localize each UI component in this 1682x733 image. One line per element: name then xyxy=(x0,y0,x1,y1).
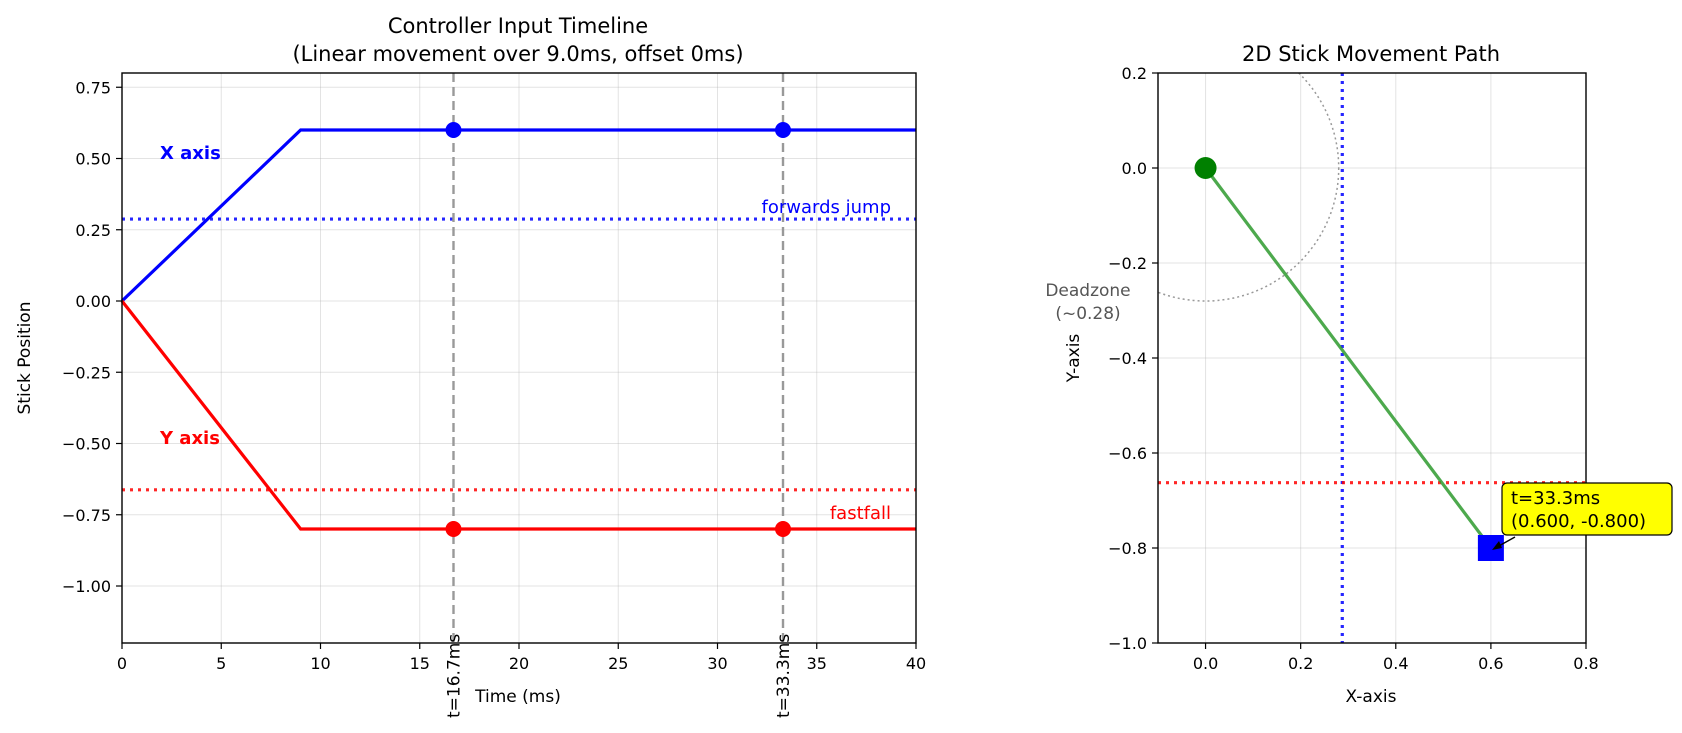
timeline-y-tick-label: 0.25 xyxy=(75,221,111,240)
stick-path-x-tick-label: 0.4 xyxy=(1383,654,1408,673)
timeline-labels: X axis Y axis forwards jump fastfall Tim… xyxy=(15,143,891,707)
series-line xyxy=(120,300,916,531)
deadzone-arc xyxy=(1158,73,1340,302)
series-label-x-axis: X axis xyxy=(160,143,221,164)
sample-marker xyxy=(445,521,462,537)
movement-path xyxy=(1204,167,1493,549)
timeline-y-tick-label: 0.00 xyxy=(75,292,111,311)
timeline-x-tick-label: 0 xyxy=(117,654,127,673)
stick-path-line xyxy=(1204,167,1493,549)
end-annotation: t=33.3ms (0.600, -0.800) xyxy=(1492,482,1673,550)
stick-path-labels: Deadzone (~0.28) X-axis Y-axis xyxy=(1045,281,1396,707)
stick-path-x-axis-label: X-axis xyxy=(1346,687,1397,707)
timeline-y-tick-label: −1.00 xyxy=(62,577,111,596)
timeline-vlines: t=16.7ms t=33.3ms xyxy=(444,73,794,718)
timeline-grid xyxy=(121,73,917,643)
stick-path-x-tick-label: 0.8 xyxy=(1573,654,1598,673)
series-label-y-axis: Y axis xyxy=(159,428,220,449)
stick-path-y-tick-label: −0.2 xyxy=(1108,254,1147,273)
sample-marker xyxy=(775,521,792,537)
sample-marker xyxy=(445,122,462,138)
annotation-coords: (0.600, -0.800) xyxy=(1511,511,1646,532)
timeline-x-axis-label: Time (ms) xyxy=(474,687,561,707)
timeline-y-tick-label: −0.50 xyxy=(62,435,111,454)
timeline-y-tick-label: 0.75 xyxy=(75,78,111,97)
timeline-chart-title: Controller Input Timeline xyxy=(388,14,648,38)
deadzone-label-line1: Deadzone xyxy=(1045,281,1130,301)
timeline-x-tick-label: 30 xyxy=(707,654,727,673)
stick-path-x-tick-label: 0.6 xyxy=(1478,654,1503,673)
timeline-x-tick-label: 15 xyxy=(410,654,430,673)
stick-path-x-tick-label: 0.0 xyxy=(1193,654,1218,673)
stick-path-y-axis-label: Y-axis xyxy=(1064,334,1084,384)
annotation-time: t=33.3ms xyxy=(1511,488,1600,509)
timeline-chart-subtitle: (Linear movement over 9.0ms, offset 0ms) xyxy=(292,42,743,66)
sample-marker xyxy=(775,122,792,138)
timeline-ticks: 0 5 10 15 20 25 30 35 40 0.75 0.50 0.25 0.00 −0.25 −0.… xyxy=(62,78,926,673)
threshold-label-forwards-jump: forwards jump xyxy=(762,197,891,218)
timeline-chart: Controller Input Timeline (Linear moveme… xyxy=(15,14,926,718)
timeline-x-tick-label: 10 xyxy=(310,654,330,673)
timeline-x-tick-label: 20 xyxy=(509,654,529,673)
threshold-label-fastfall: fastfall xyxy=(830,503,891,524)
timeline-series xyxy=(120,128,916,531)
timeline-y-tick-label: −0.25 xyxy=(62,363,111,382)
timeline-x-tick-label: 40 xyxy=(906,654,926,673)
timeline-y-tick-label: 0.50 xyxy=(75,150,111,169)
stick-path-thresholds xyxy=(1158,73,1586,643)
timeline-markers xyxy=(445,122,792,537)
deadzone-label-line2: (~0.28) xyxy=(1055,304,1120,324)
stick-path-x-tick-label: 0.2 xyxy=(1288,654,1313,673)
deadzone-circle xyxy=(1158,73,1340,302)
timeline-x-tick-label: 25 xyxy=(608,654,628,673)
series-line xyxy=(120,128,916,303)
stick-path-chart-title: 2D Stick Movement Path xyxy=(1242,42,1500,66)
start-point xyxy=(1194,157,1217,179)
annotation-arrowhead xyxy=(1492,541,1502,550)
stick-path-y-tick-label: 0.0 xyxy=(1122,159,1147,178)
time-marker-label: t=16.7ms xyxy=(444,634,464,718)
stick-path-y-tick-label: −0.4 xyxy=(1108,349,1147,368)
stick-path-y-tick-label: 0.2 xyxy=(1122,64,1147,83)
stick-path-y-tick-label: −0.6 xyxy=(1108,444,1147,463)
timeline-x-tick-label: 35 xyxy=(807,654,827,673)
annotation-box xyxy=(1501,482,1673,536)
stick-path-y-tick-label: −0.8 xyxy=(1108,539,1147,558)
stick-path-ticks: 0.0 0.2 0.4 0.6 0.8 0.2 0.0 −0.2 −0.4 −0.6 −0.8 −1.… xyxy=(1108,64,1599,673)
stick-path-chart: 2D Stick Movement Path 0.0 0.2 0.4 0.6 0.80.… xyxy=(1045,42,1673,707)
timeline-x-tick-label: 5 xyxy=(216,654,226,673)
stick-path-y-tick-label: −1.0 xyxy=(1108,634,1147,653)
stick-path-grid xyxy=(1158,72,1587,644)
timeline-y-axis-label: Stick Position xyxy=(15,302,35,415)
time-marker-label: t=33.3ms xyxy=(774,634,794,718)
timeline-y-tick-label: −0.75 xyxy=(62,506,111,525)
